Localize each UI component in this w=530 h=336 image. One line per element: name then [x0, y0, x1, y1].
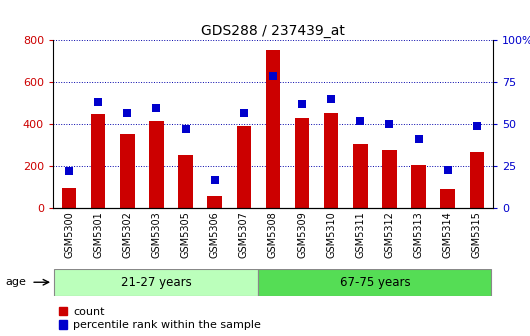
Point	[473, 123, 481, 129]
Bar	[411, 165, 426, 208]
Bar	[259, 269, 491, 296]
Legend: count, percentile rank within the sample: count, percentile rank within the sample	[58, 307, 261, 330]
Point	[327, 96, 335, 102]
Text: 67-75 years: 67-75 years	[340, 276, 410, 289]
Point	[269, 73, 277, 78]
Point	[210, 177, 219, 182]
Bar	[55, 269, 259, 296]
Point	[298, 101, 306, 107]
Point	[240, 110, 248, 115]
Bar	[470, 152, 484, 208]
Point	[123, 110, 131, 115]
Bar	[149, 121, 164, 208]
Bar	[91, 114, 105, 208]
Point	[65, 169, 73, 174]
Bar	[61, 188, 76, 208]
Text: age: age	[5, 277, 26, 287]
Bar	[207, 196, 222, 208]
Bar	[324, 113, 339, 208]
Point	[385, 122, 394, 127]
Bar	[440, 190, 455, 208]
Bar	[120, 134, 135, 208]
Point	[356, 118, 365, 124]
Text: 21-27 years: 21-27 years	[121, 276, 192, 289]
Bar	[236, 126, 251, 208]
Bar	[353, 144, 368, 208]
Bar	[266, 50, 280, 208]
Point	[94, 100, 102, 105]
Point	[444, 167, 452, 172]
Bar	[178, 155, 193, 208]
Title: GDS288 / 237439_at: GDS288 / 237439_at	[201, 24, 345, 38]
Point	[152, 105, 161, 110]
Bar	[295, 118, 310, 208]
Point	[181, 127, 190, 132]
Point	[414, 137, 423, 142]
Bar	[382, 150, 397, 208]
